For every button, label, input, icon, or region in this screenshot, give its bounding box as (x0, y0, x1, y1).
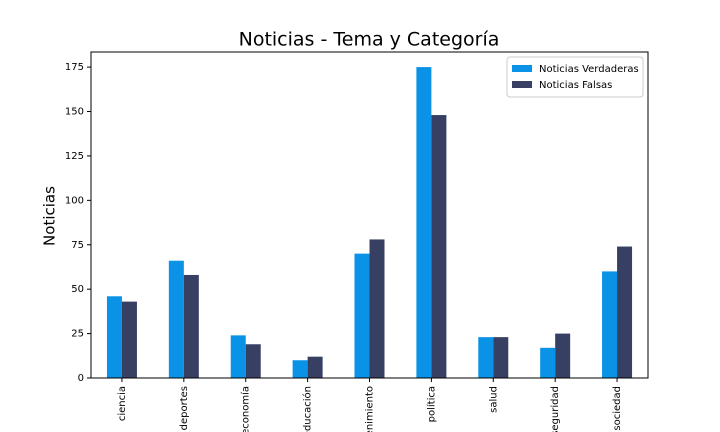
legend-swatch (512, 65, 532, 72)
y-tick-label: 50 (71, 284, 84, 295)
bar (493, 337, 509, 378)
legend-swatch (512, 81, 532, 88)
x-tick-label: economía (240, 386, 252, 432)
y-tick-label: 25 (71, 329, 84, 340)
plot-frame (90, 51, 649, 379)
bar (416, 67, 432, 378)
y-tick-label: 150 (65, 107, 84, 118)
bar (478, 337, 494, 378)
bar (245, 344, 261, 378)
bar (617, 246, 633, 378)
bar (168, 260, 184, 378)
x-tick-label: ciencia (117, 386, 128, 421)
bar (354, 253, 370, 378)
x-tick-label: seguridad (550, 386, 561, 432)
x-tick-label: educación (302, 386, 314, 432)
bar (183, 274, 199, 378)
bar (307, 356, 323, 378)
bar (602, 271, 618, 378)
bar (292, 360, 308, 378)
bar (230, 335, 246, 378)
bar (121, 301, 137, 378)
bar (106, 296, 122, 378)
bar (369, 239, 385, 378)
bar (555, 333, 571, 378)
legend-box (506, 56, 644, 98)
legend-label: Noticias Falsas (539, 80, 612, 91)
bar (431, 115, 447, 379)
x-tick-label: sociedad (612, 386, 623, 431)
x-tick-label: deportes (179, 386, 190, 430)
x-tick-label: entretenimiento (365, 386, 376, 432)
legend-label: Noticias Verdaderas (539, 64, 639, 75)
y-tick-label: 125 (65, 151, 84, 162)
y-tick-label: 175 (65, 62, 84, 73)
chart-title: Noticias - Tema y Categoría (239, 29, 500, 51)
x-tick-label: salud (488, 386, 499, 413)
bar (540, 347, 556, 378)
y-tick-label: 0 (78, 373, 84, 384)
y-axis-label: Noticias (41, 186, 59, 246)
y-tick-label: 75 (71, 240, 84, 251)
x-tick-label: política (425, 386, 437, 422)
y-tick-label: 100 (65, 195, 84, 206)
